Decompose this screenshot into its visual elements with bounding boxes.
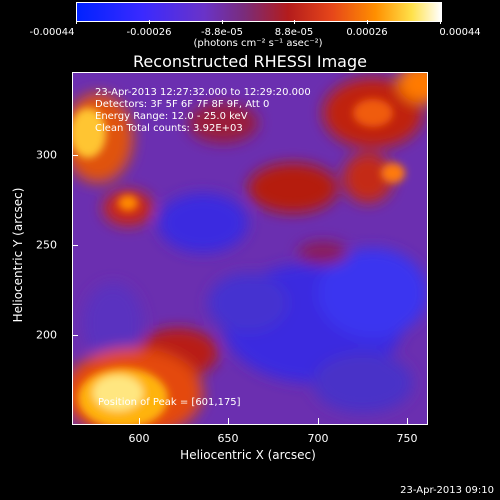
y-tick (72, 155, 78, 156)
info-detectors: Detectors: 3F 5F 6F 7F 8F 9F, Att 0 (95, 99, 270, 110)
colorbar-tick-label: 0.00044 (439, 27, 481, 38)
x-tick-label: 600 (128, 432, 150, 445)
x-tick (407, 418, 408, 424)
info-time-range: 23-Apr-2013 12:27:32.000 to 12:29:20.000 (95, 87, 311, 98)
colorbar-tick (149, 20, 150, 24)
colorbar-tick (76, 20, 77, 24)
colorbar-tick-label: 8.8e-05 (274, 27, 314, 38)
colorbar-tick-label: -8.8e-05 (201, 27, 243, 38)
colorbar-tick-label: -0.00044 (29, 27, 75, 38)
y-tick (72, 335, 78, 336)
x-axis-label: Heliocentric X (arcsec) (180, 448, 316, 462)
colorbar (76, 2, 442, 22)
info-counts: Clean Total counts: 3.92E+03 (95, 123, 243, 134)
peak-position-label: Position of Peak = [601,175] (98, 397, 241, 408)
rhessi-image-map (73, 73, 427, 424)
colorbar-gradient (77, 3, 441, 21)
x-tick-label: 650 (217, 432, 239, 445)
image-title: Reconstructed RHESSI Image (133, 52, 367, 71)
y-axis-label: Heliocentric Y (arcsec) (11, 187, 25, 323)
colorbar-tick-label: 0.00026 (346, 27, 388, 38)
x-tick (228, 418, 229, 424)
x-tick-label: 700 (307, 432, 329, 445)
colorbar-tick (294, 20, 295, 24)
y-tick-label: 300 (36, 148, 57, 162)
y-tick (72, 245, 78, 246)
y-tick-label: 200 (36, 328, 57, 342)
footer-timestamp: 23-Apr-2013 09:10 (400, 485, 494, 496)
x-tick-label: 750 (396, 432, 418, 445)
y-tick-label: 250 (36, 238, 57, 252)
colorbar-tick-label: -0.00026 (126, 27, 172, 38)
colorbar-units: (photons cm⁻² s⁻¹ asec⁻²) (193, 38, 323, 49)
image-plot-area: 23-Apr-2013 12:27:32.000 to 12:29:20.000… (72, 72, 428, 425)
info-energy-range: Energy Range: 12.0 - 25.0 keV (95, 111, 248, 122)
x-tick (139, 418, 140, 424)
colorbar-tick (367, 20, 368, 24)
colorbar-tick (440, 20, 441, 24)
colorbar-tick (222, 20, 223, 24)
x-tick (318, 418, 319, 424)
